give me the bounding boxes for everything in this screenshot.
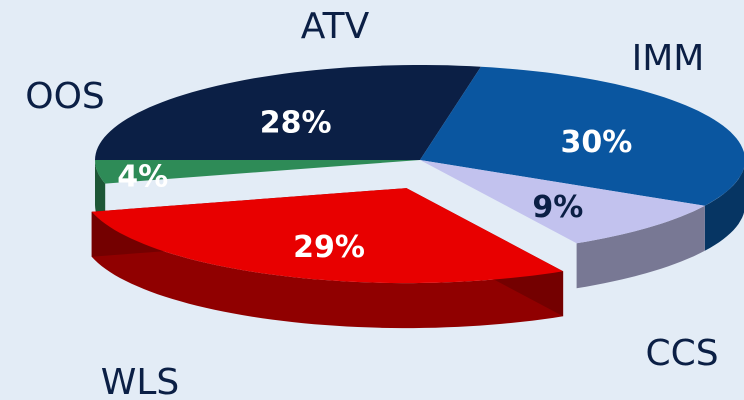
slice-side: [576, 205, 705, 289]
slice: [420, 66, 744, 206]
legend-label: IMM: [632, 38, 705, 79]
slice: [91, 188, 564, 284]
slice: [420, 160, 705, 244]
slice: [95, 160, 420, 184]
slice-side: [704, 167, 744, 251]
slice-side: [91, 211, 564, 329]
legend-label: CCS: [645, 333, 718, 374]
slice: [95, 65, 481, 160]
legend-label: ATV: [301, 6, 370, 47]
slice-value-label: 29%: [293, 230, 365, 265]
legend-label: WLS: [101, 362, 180, 400]
legend-label: OOS: [25, 76, 105, 117]
slice-value-label: 9%: [532, 190, 583, 225]
slice-value-label: 4%: [117, 160, 168, 195]
slice-value-label: 30%: [561, 125, 633, 160]
slice-value-label: 28%: [260, 106, 332, 141]
